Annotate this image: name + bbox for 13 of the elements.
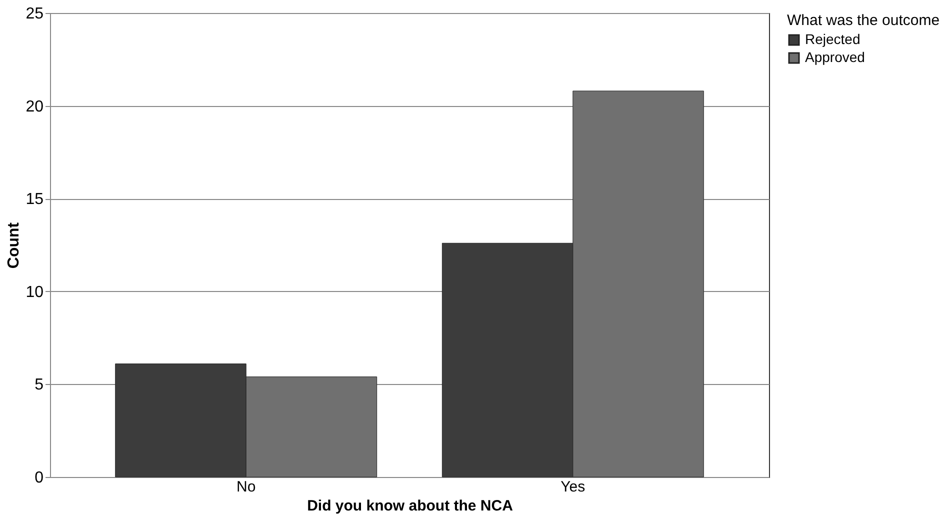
y-tick-label: 20 — [26, 98, 44, 116]
x-tick-label: Yes — [560, 478, 586, 496]
x-axis-title: Did you know about the NCA — [307, 498, 514, 514]
y-tick-label: 0 — [34, 470, 44, 486]
y-tick-label: 5 — [34, 376, 44, 394]
legend-label: Approved — [805, 49, 865, 65]
y-axis-title: Count — [6, 222, 23, 269]
x-tick-label: No — [236, 478, 256, 496]
y-tick-label: 10 — [26, 284, 44, 301]
legend-label: Rejected — [805, 31, 860, 47]
y-tick-label: 15 — [26, 191, 44, 208]
legend-title: What was the outcome — [787, 12, 940, 29]
y-tick-label: 25 — [26, 6, 44, 22]
